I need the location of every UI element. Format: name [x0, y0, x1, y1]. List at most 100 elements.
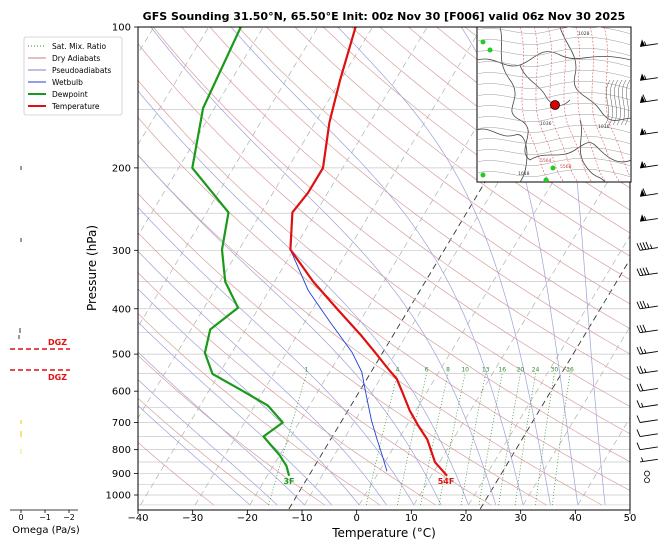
wind-barbs — [636, 39, 658, 484]
map-height-contour — [519, 27, 551, 182]
dgz-bottom-label: DGZ — [48, 373, 67, 382]
map-isobar — [477, 37, 631, 46]
calm-wind-circle — [644, 470, 650, 477]
y-axis-label: Pressure (hPa) — [85, 225, 99, 311]
dry-adiabat-line — [323, 27, 630, 257]
isotherm-line — [194, 27, 483, 506]
y-tick-label: 200 — [112, 163, 131, 174]
map-isobar — [477, 158, 631, 167]
legend: Sat. Mix. Ratio Dry Adiabats Pseudoadiabat… — [23, 36, 123, 116]
y-tick-label: 600 — [112, 387, 131, 398]
moist-adiabat-line — [230, 27, 524, 505]
dry-adiabat-line — [138, 79, 630, 463]
y-tick-label: 900 — [112, 469, 131, 480]
barb-staff — [639, 419, 658, 423]
y-tick-label: 400 — [112, 304, 131, 315]
barb-full — [639, 383, 644, 391]
isotherm-line — [140, 27, 428, 506]
dry-adiabat-line — [351, 27, 630, 234]
barb-full — [636, 400, 641, 408]
isotherm-line — [577, 417, 630, 506]
dry-adiabat-line — [181, 27, 630, 381]
map-isobar — [477, 114, 631, 123]
wind-barb — [636, 324, 658, 334]
wind-barb — [639, 127, 658, 136]
isotherm-line — [138, 27, 319, 328]
wind-barb — [636, 415, 658, 423]
legend-box — [23, 36, 123, 116]
barb-half — [644, 129, 647, 135]
map-isobar — [477, 70, 631, 79]
barb-staff — [639, 99, 658, 103]
x-tick-label: −20 — [237, 513, 258, 524]
mixing-ratio-label: 1 — [305, 366, 309, 373]
barb-half — [644, 216, 647, 221]
wind-barb — [636, 300, 658, 310]
barb-half — [646, 303, 650, 308]
y-axis: 100 200 300 400 500 600 700 800 900 1000 — [106, 23, 138, 502]
wind-barb — [644, 477, 650, 484]
legend-label: Wetbulb — [52, 78, 83, 87]
dry-adiabat-line — [138, 272, 436, 506]
moist-adiabat-line — [138, 288, 360, 506]
barb-half — [641, 457, 644, 462]
mixing-ratio-label: 13 — [482, 366, 490, 373]
chart-title: GFS Sounding 31.50°N, 65.50°E Init: 00z … — [143, 10, 626, 23]
barb-full — [645, 241, 650, 250]
map-height-contour — [575, 27, 607, 182]
barb-full — [642, 267, 647, 276]
map-isobar — [477, 27, 631, 35]
barb-full — [645, 267, 650, 275]
map-isobar — [477, 48, 631, 57]
moist-adiabat-line — [138, 405, 251, 506]
legend-label: Dewpoint — [52, 90, 88, 99]
map-height-contour — [603, 27, 631, 179]
barb-full — [642, 300, 647, 309]
map-isobar-dense — [604, 79, 611, 126]
map-isobar — [477, 59, 631, 68]
barb-flag — [640, 189, 645, 197]
barb-full — [639, 325, 644, 333]
moist-adiabat-line — [337, 27, 551, 505]
mixing-ratio-labels: 1 4 6 8 10 13 16 20 24 30 36 — [305, 366, 574, 373]
map-precip — [550, 165, 556, 171]
map-label: 1036 — [540, 121, 552, 127]
barb-half — [649, 244, 653, 249]
x-axis: −40 −30 −20 −10 0 10 20 30 40 50 — [127, 510, 636, 524]
barb-staff — [639, 329, 658, 334]
surface-dewpoint-label: 3F — [283, 477, 294, 486]
wind-barb — [639, 160, 658, 169]
mixing-ratio-label: 4 — [396, 366, 400, 373]
y-tick-label: 300 — [112, 246, 131, 257]
dry-adiabat-line — [138, 43, 630, 435]
wind-barb — [636, 442, 658, 451]
moist-adiabat-line — [554, 27, 606, 505]
map-height-contour — [589, 27, 621, 182]
profiles — [191, 27, 448, 477]
moist-adiabat-line — [138, 351, 305, 506]
moist-adiabat-line — [138, 154, 442, 506]
map-isobar — [477, 125, 631, 134]
omega-panel: 0 −1 −2 Omega (Pa/s) DGZ DGZ — [10, 166, 80, 536]
map-isobar — [477, 81, 631, 90]
map-isobar — [477, 103, 631, 112]
plot-frame — [137, 26, 631, 511]
legend-label: Pseudoadiabats — [52, 66, 111, 75]
map-isobar-dense — [620, 79, 627, 126]
barb-full — [639, 365, 644, 374]
x-tick-label: −30 — [182, 513, 203, 524]
dry-adiabat-line — [138, 116, 630, 491]
wind-barb — [639, 94, 658, 103]
y-tick-label: 800 — [112, 445, 131, 456]
moist-adiabat-line — [138, 250, 387, 506]
barb-full — [636, 429, 641, 437]
map-isobar-dense — [616, 79, 623, 126]
mixing-ratio-line — [397, 373, 428, 505]
barb-full — [636, 346, 641, 355]
x-tick-label: 30 — [514, 513, 527, 524]
highlight-isotherm-line — [288, 27, 579, 510]
wind-barb — [636, 267, 658, 277]
barb-full — [636, 301, 641, 309]
mixing-ratio-line — [552, 373, 571, 505]
